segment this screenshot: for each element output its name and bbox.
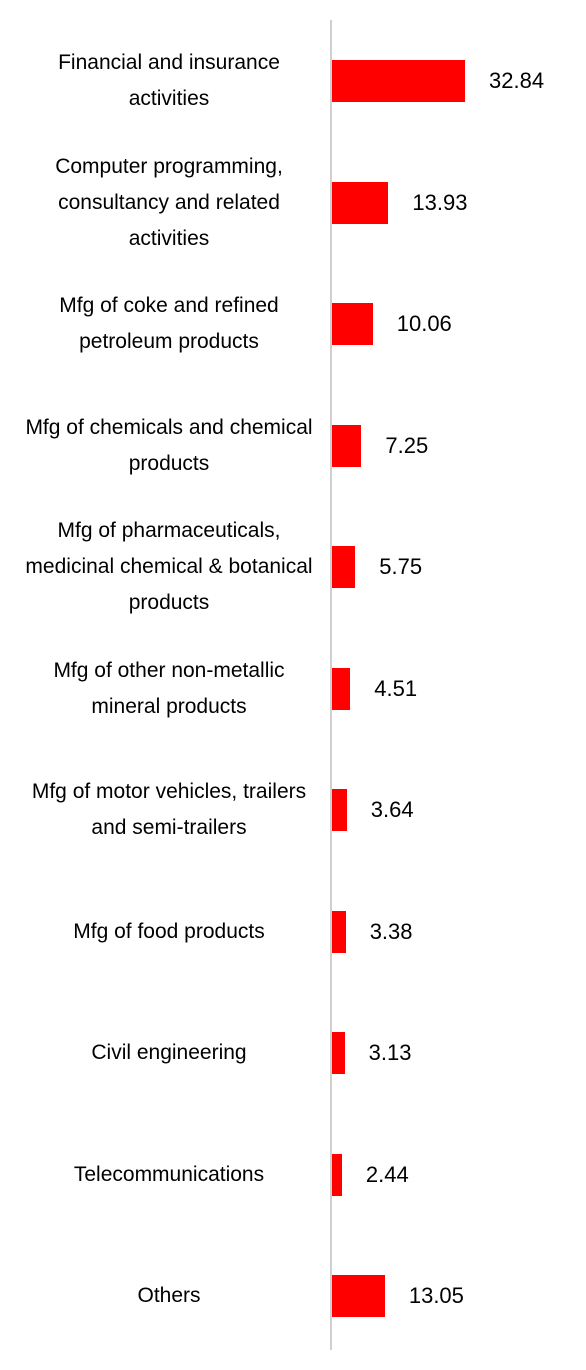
bar [332,1032,345,1074]
category-label: Computer programming, consultancy and re… [55,154,283,250]
category-label: Mfg of chemicals and chemical products [25,415,313,475]
value-label: 3.13 [368,1040,412,1065]
bar [332,546,356,588]
bar [332,1153,342,1196]
bar [332,303,373,345]
value-label: 5.75 [379,554,423,579]
category-label: Mfg of pharmaceuticals, medicinal chemic… [25,519,313,614]
value-label: 4.51 [374,675,418,701]
bar [332,60,465,102]
category-label: Mfg of motor vehicles, trailers and semi… [31,780,307,839]
axis-line [330,20,332,1350]
value-label: 13.93 [412,189,468,215]
category-label: Telecommunications [73,1162,265,1186]
category-label: Mfg of coke and refined petroleum produc… [59,294,279,353]
value-label: 32.84 [489,68,545,93]
bar [332,424,362,467]
bar [332,910,346,953]
category-label: Mfg of food products [73,919,265,943]
value-label: 2.44 [365,1161,409,1187]
value-label: 13.05 [408,1283,464,1308]
bar [332,789,347,831]
value-label: 7.25 [385,432,429,458]
category-label: Mfg of other non-metallic mineral produc… [53,658,285,718]
value-label: 3.64 [370,797,414,822]
category-label: Civil engineering [91,1041,247,1064]
category-label: Financial and insurance activities [58,51,280,110]
bar [332,1275,385,1317]
category-label: Others [137,1284,201,1307]
value-label: 3.38 [369,918,413,944]
value-label: 10.06 [396,311,452,336]
bar [332,667,351,710]
bar [332,181,389,224]
